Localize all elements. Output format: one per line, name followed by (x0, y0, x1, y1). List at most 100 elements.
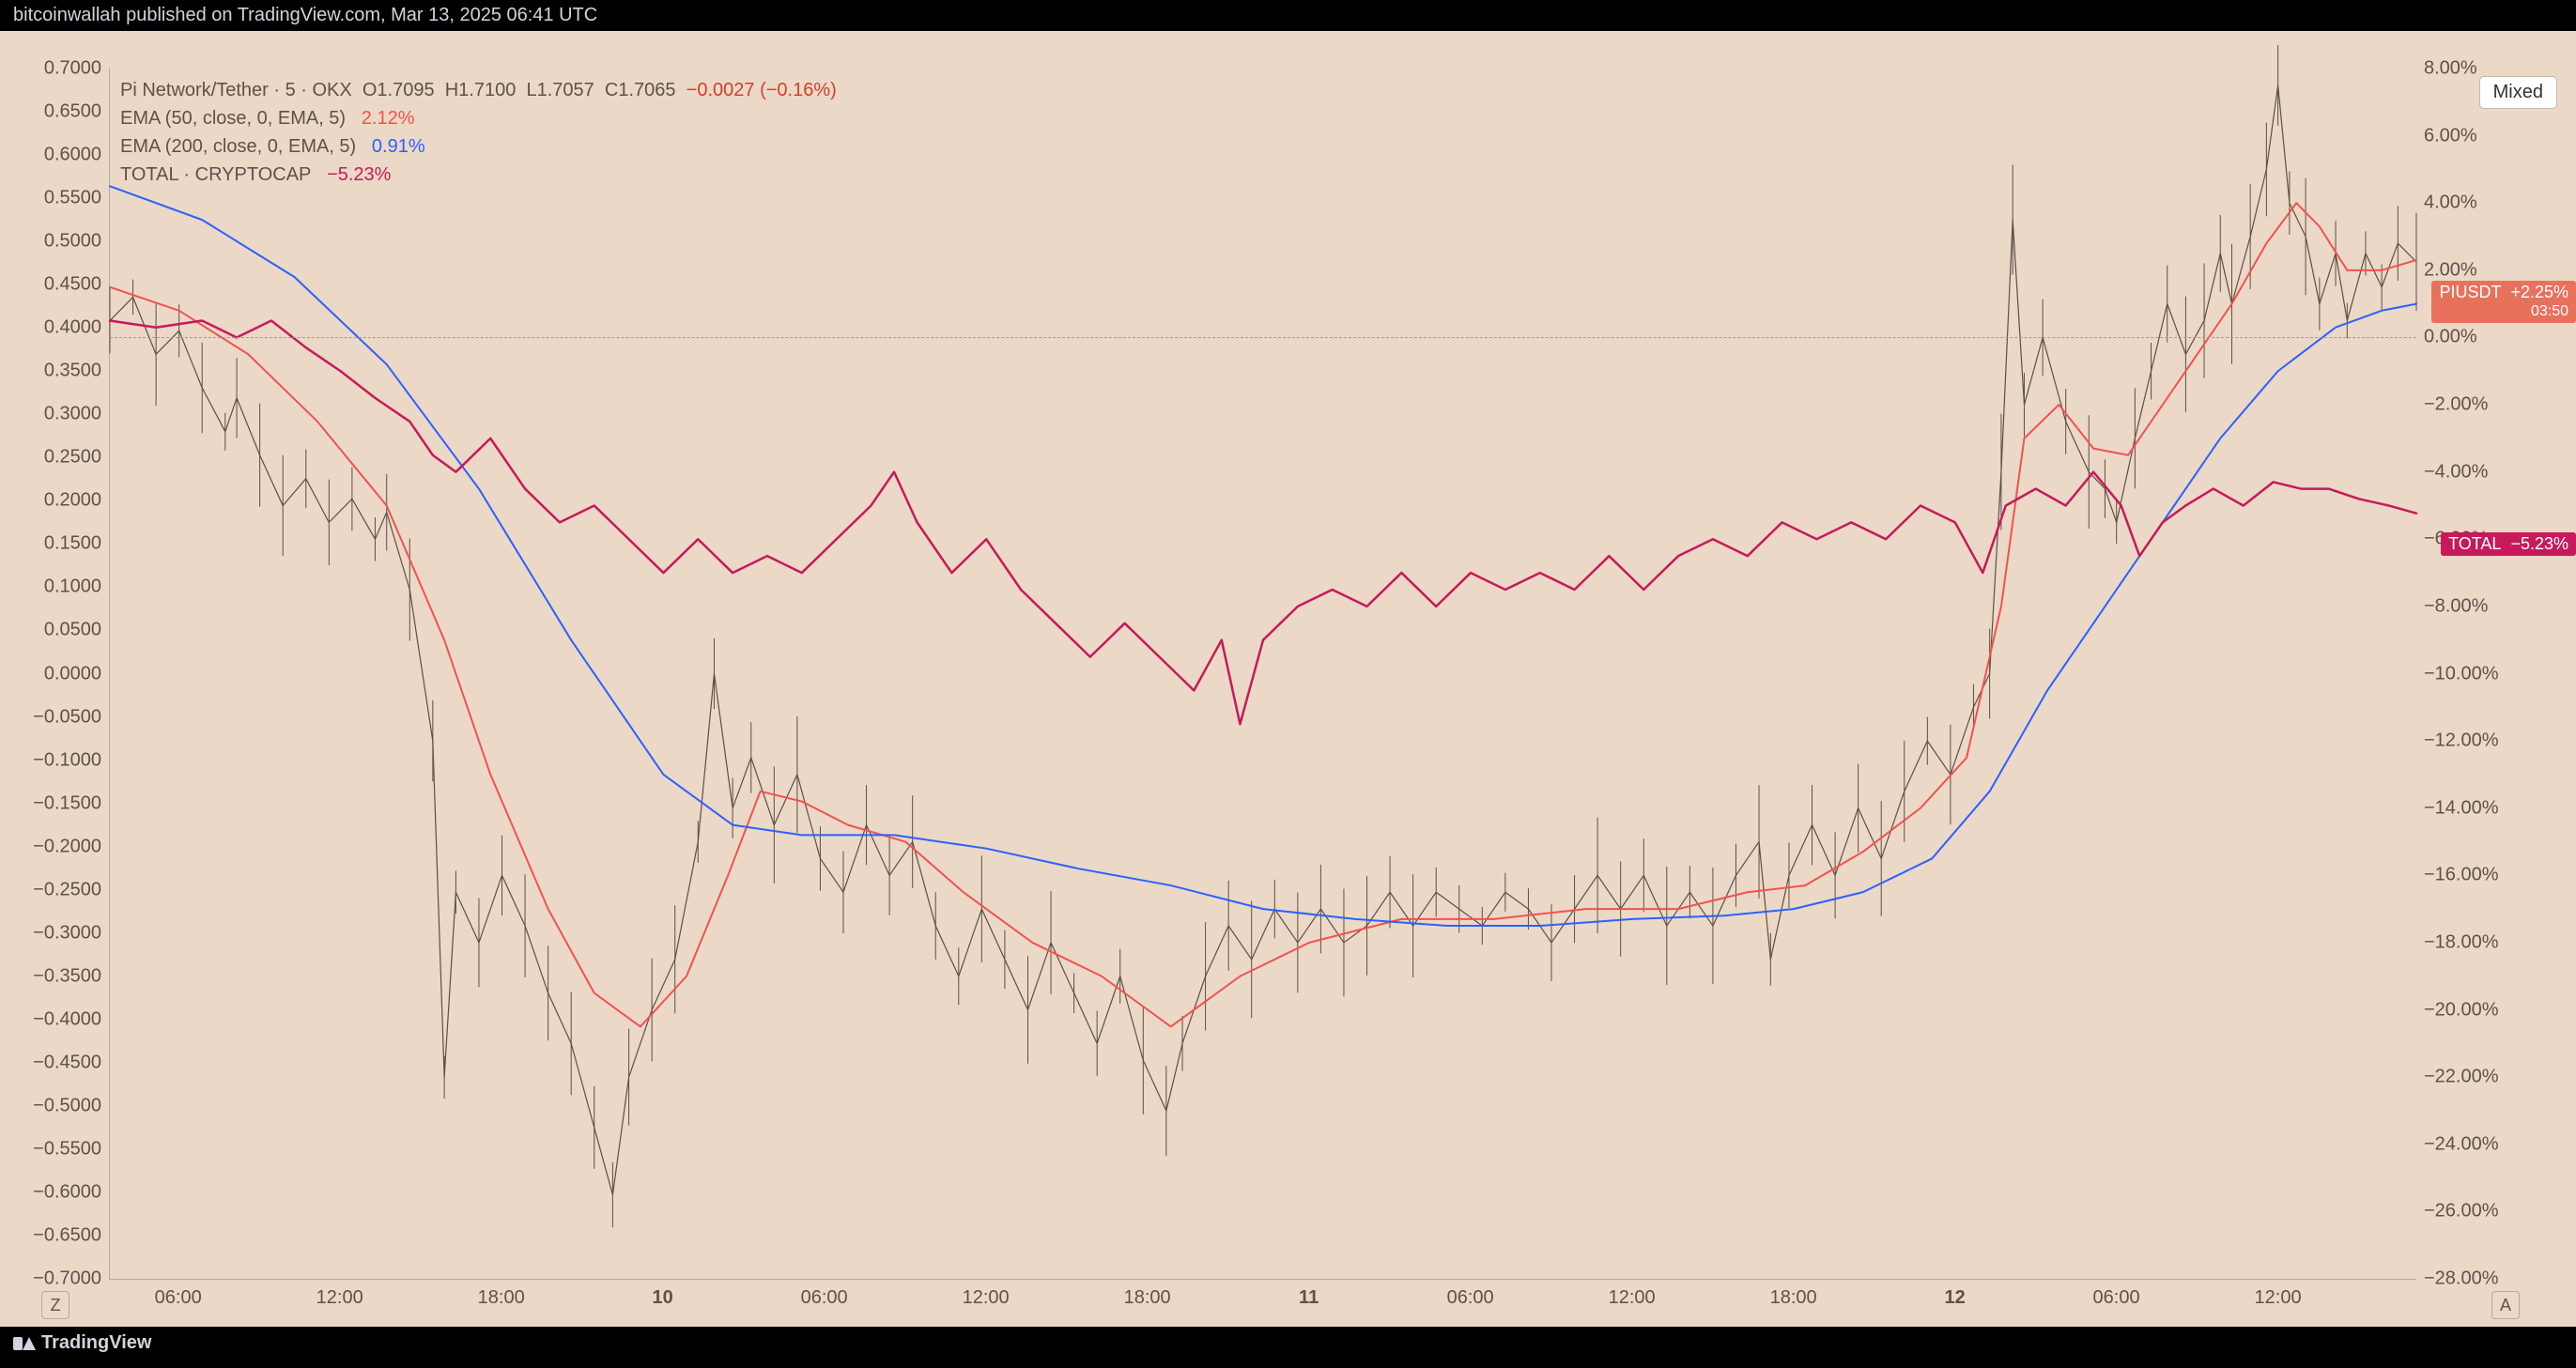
tradingview-logo-icon (13, 1337, 36, 1350)
x-tick: 06:00 (2093, 1287, 2140, 1309)
y-tick-left: −0.4000 (33, 1008, 101, 1030)
total-label: TOTAL · CRYPTOCAP (120, 164, 311, 185)
zero-line (110, 337, 2416, 338)
x-tick: 11 (1299, 1287, 1319, 1309)
y-tick-left: 0.0000 (44, 663, 101, 684)
y-tick-right: −16.00% (2424, 865, 2499, 886)
x-tick: 18:00 (1770, 1287, 1817, 1309)
price-badge-total-text: TOTAL −5.23% (2448, 534, 2568, 555)
y-tick-right: −18.00% (2424, 931, 2499, 953)
y-tick-right: 4.00% (2424, 192, 2477, 214)
y-tick-left: 0.2000 (44, 490, 101, 512)
y-tick-left: −0.7000 (33, 1268, 101, 1290)
y-tick-right: −22.00% (2424, 1067, 2499, 1088)
y-tick-right: −14.00% (2424, 797, 2499, 819)
y-tick-right: 2.00% (2424, 259, 2477, 281)
x-tick: 12 (1944, 1287, 1965, 1309)
y-tick-left: −0.3000 (33, 922, 101, 944)
y-tick-left: −0.6500 (33, 1224, 101, 1246)
right-axis-reset-button[interactable]: A (2491, 1291, 2520, 1319)
y-tick-left: 0.3500 (44, 361, 101, 382)
ohlc-close: C1.7065 (605, 80, 676, 100)
y-tick-left: 0.5000 (44, 231, 101, 253)
y-tick-right: −26.00% (2424, 1201, 2499, 1222)
x-tick: 18:00 (478, 1287, 525, 1309)
total-line (110, 321, 2416, 725)
scale-mode-label: Mixed (2493, 82, 2543, 102)
y-tick-left: −0.4500 (33, 1052, 101, 1073)
total-value: −5.23% (327, 164, 391, 185)
symbol-name: Pi Network/Tether · 5 · OKX (120, 80, 352, 100)
publish-text: bitcoinwallah published on TradingView.c… (13, 5, 597, 25)
legend-total: TOTAL · CRYPTOCAP −5.23% (120, 161, 837, 189)
y-tick-left: −0.2500 (33, 879, 101, 900)
price-badge-piusdt: PIUSDT +2.25%03:50 (2431, 281, 2576, 323)
y-tick-left: 0.6500 (44, 101, 101, 123)
y-tick-left: 0.2500 (44, 447, 101, 469)
chart-svg (110, 69, 2416, 1279)
y-tick-left: 0.4500 (44, 274, 101, 296)
x-tick: 12:00 (316, 1287, 363, 1309)
x-tick: 12:00 (1609, 1287, 1656, 1309)
ema200-label: EMA (200, close, 0, EMA, 5) (120, 136, 356, 157)
footer: TradingView (0, 1327, 2576, 1360)
y-tick-right: −24.00% (2424, 1133, 2499, 1155)
ema50-label: EMA (50, close, 0, EMA, 5) (120, 108, 346, 129)
price-badge-piusdt-text: PIUSDT +2.25% (2439, 283, 2568, 303)
y-tick-left: −0.2000 (33, 836, 101, 857)
chart-container: −0.7000 −0.6500 −0.6000 −0.5500 −0.5000 −0.45… (0, 31, 2576, 1327)
y-tick-left: 0.6000 (44, 145, 101, 166)
x-tick: 10 (653, 1287, 673, 1309)
y-tick-right: −10.00% (2424, 663, 2499, 684)
publish-header: bitcoinwallah published on TradingView.c… (0, 0, 2576, 31)
x-tick: 12:00 (2255, 1287, 2302, 1309)
plot-area[interactable] (109, 69, 2416, 1280)
y-tick-left: 0.1000 (44, 576, 101, 598)
y-tick-right: −12.00% (2424, 730, 2499, 752)
ema200-line (110, 186, 2416, 926)
y-tick-right: −4.00% (2424, 461, 2488, 483)
scale-mode-button[interactable]: Mixed (2479, 76, 2557, 109)
left-axis-reset-button[interactable]: Z (41, 1291, 69, 1319)
y-tick-left: −0.0500 (33, 706, 101, 728)
footer-brand: TradingView (41, 1332, 151, 1354)
legend-symbol-line: Pi Network/Tether · 5 · OKX O1.7095 H1.7… (120, 76, 837, 104)
y-tick-right: 8.00% (2424, 58, 2477, 80)
ema50-value: 2.12% (362, 108, 415, 129)
x-tick: 06:00 (1447, 1287, 1494, 1309)
y-tick-left: −0.3500 (33, 965, 101, 987)
y-tick-right: 6.00% (2424, 125, 2477, 146)
x-axis[interactable]: 06:00 12:00 18:00 10 06:00 12:00 18:00 11 06:00 1… (109, 1280, 2416, 1327)
y-tick-left: 0.0500 (44, 620, 101, 641)
x-tick: 18:00 (1124, 1287, 1171, 1309)
left-axis-reset-label: Z (51, 1296, 61, 1314)
right-axis-reset-label: A (2500, 1296, 2511, 1314)
y-tick-left: 0.4000 (44, 317, 101, 339)
y-tick-left: 0.1500 (44, 533, 101, 555)
ohlc-open: O1.7095 (362, 80, 435, 100)
x-tick: 06:00 (801, 1287, 848, 1309)
price-badge-total: TOTAL −5.23% (2441, 532, 2576, 557)
y-tick-right: 0.00% (2424, 327, 2477, 348)
y-tick-right: −2.00% (2424, 394, 2488, 416)
price-badge-piusdt-time: 03:50 (2439, 302, 2568, 320)
legend: Pi Network/Tether · 5 · OKX O1.7095 H1.7… (120, 76, 837, 189)
x-tick: 12:00 (963, 1287, 1010, 1309)
y-tick-right: −28.00% (2424, 1268, 2499, 1290)
y-tick-left: −0.1500 (33, 792, 101, 814)
y-tick-left: 0.3000 (44, 404, 101, 425)
ema200-value: 0.91% (372, 136, 425, 157)
legend-ema200: EMA (200, close, 0, EMA, 5) 0.91% (120, 132, 837, 161)
y-axis-right[interactable]: −28.00%−26.00%−24.00%−22.00%−20.00%−18.0… (2416, 69, 2576, 1280)
y-tick-left: −0.6000 (33, 1181, 101, 1203)
y-tick-left: 0.7000 (44, 58, 101, 80)
y-tick-left: −0.5000 (33, 1095, 101, 1116)
ohlc-high: H1.7100 (445, 80, 517, 100)
y-tick-left: −0.1000 (33, 749, 101, 771)
y-axis-left[interactable]: −0.7000−0.6500−0.6000−0.5500−0.5000−0.45… (0, 69, 109, 1280)
ohlc-change: −0.0027 (−0.16%) (686, 80, 837, 100)
y-tick-right: −20.00% (2424, 999, 2499, 1021)
y-tick-left: 0.5500 (44, 188, 101, 209)
ohlc-low: L1.7057 (526, 80, 594, 100)
y-tick-left: −0.5500 (33, 1138, 101, 1160)
